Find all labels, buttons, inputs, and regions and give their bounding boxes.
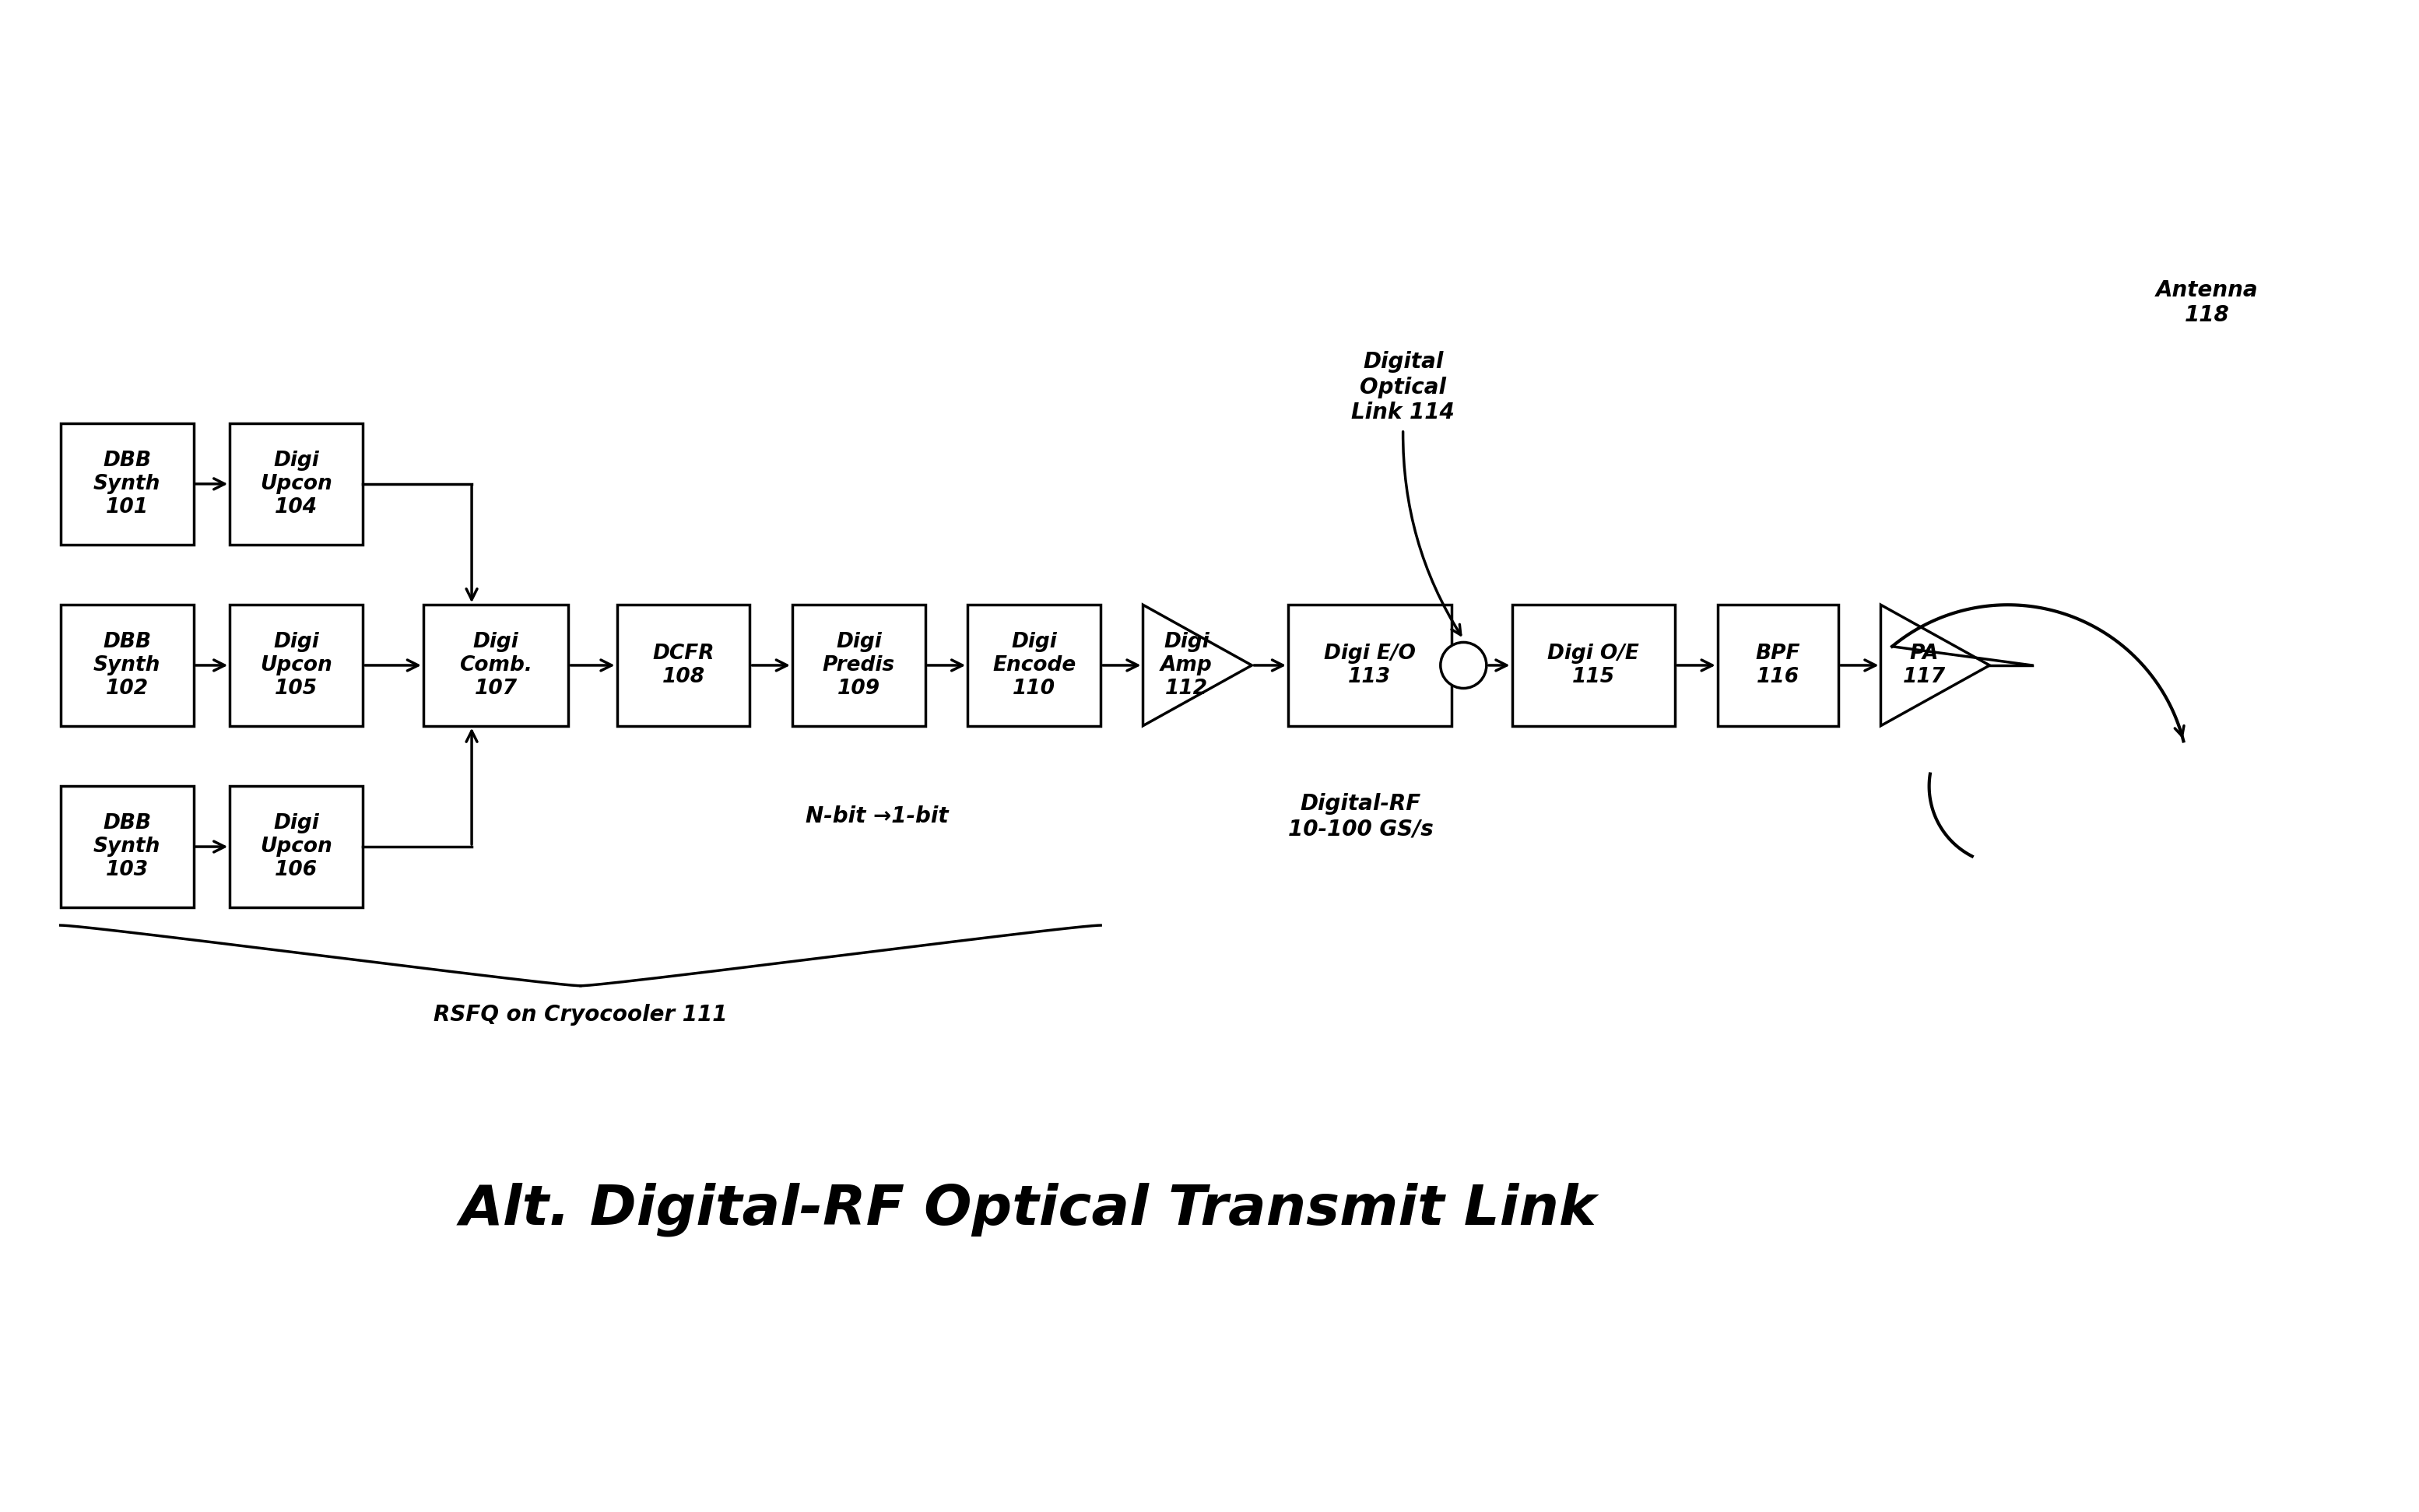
Text: Digi
Encode
110: Digi Encode 110 [992,632,1076,699]
Bar [793,605,926,726]
Polygon shape [1142,605,1253,726]
Text: Digital-RF
10-100 GS/s: Digital-RF 10-100 GS/s [1287,792,1434,841]
Bar [617,605,750,726]
Text: RSFQ on Cryocooler 111: RSFQ on Cryocooler 111 [433,1004,728,1025]
Text: Alt. Digital-RF Optical Transmit Link: Alt. Digital-RF Optical Transmit Link [460,1182,1597,1237]
Text: Digi
Upcon
104: Digi Upcon 104 [261,451,331,517]
Text: Digi
Upcon
106: Digi Upcon 106 [261,813,331,880]
Bar [60,786,194,907]
Text: Digital
Optical
Link 114: Digital Optical Link 114 [1352,351,1454,423]
Bar [423,605,568,726]
Text: N-bit →1-bit: N-bit →1-bit [806,806,948,827]
Bar [1512,605,1674,726]
Bar [230,605,363,726]
Text: DCFR
108: DCFR 108 [653,644,714,686]
Bar [968,605,1101,726]
Bar [1717,605,1838,726]
Bar [60,605,194,726]
Text: DBB
Synth
102: DBB Synth 102 [94,632,160,699]
Text: DBB
Synth
103: DBB Synth 103 [94,813,160,880]
Text: Digi
Comb.
107: Digi Comb. 107 [460,632,532,699]
Bar [230,786,363,907]
Circle shape [1439,643,1485,688]
Bar [1289,605,1451,726]
Text: PA
117: PA 117 [1904,644,1945,686]
Bar [230,423,363,544]
Text: DBB
Synth
101: DBB Synth 101 [94,451,160,517]
Text: BPF
116: BPF 116 [1756,644,1800,686]
Text: Digi
Amp
112: Digi Amp 112 [1161,632,1212,699]
Bar [60,423,194,544]
Text: Digi E/O
113: Digi E/O 113 [1323,644,1415,686]
Text: Digi O/E
115: Digi O/E 115 [1548,644,1640,686]
Polygon shape [1882,605,1988,726]
Text: Digi
Predis
109: Digi Predis 109 [822,632,895,699]
Text: Antenna
118: Antenna 118 [2155,280,2259,327]
Text: Digi
Upcon
105: Digi Upcon 105 [261,632,331,699]
